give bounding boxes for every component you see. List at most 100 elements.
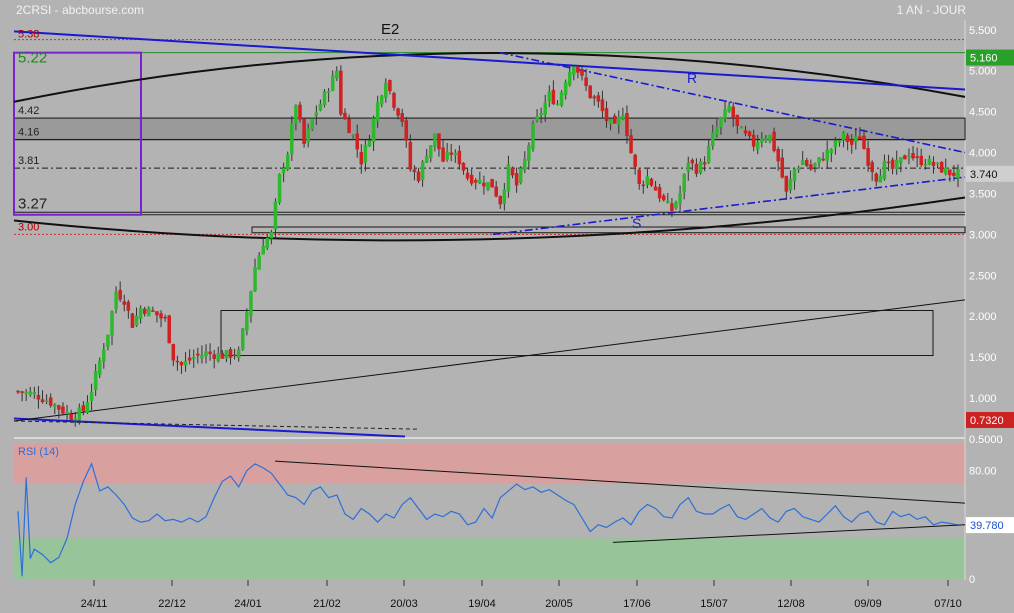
price-badge-label: 3.740 <box>970 169 998 181</box>
candle-body <box>943 167 948 175</box>
candle-body <box>866 148 870 166</box>
candle-body <box>384 82 388 98</box>
candle-body <box>285 154 290 170</box>
candle-body <box>617 116 621 125</box>
candle-body <box>24 391 28 394</box>
candle-body <box>690 159 695 164</box>
annotation-s: S <box>632 215 641 231</box>
candle-body <box>273 201 278 230</box>
date-axis-tick: 20/03 <box>390 598 418 610</box>
price-badge-label: 5.160 <box>970 53 998 65</box>
candle-body <box>572 66 576 75</box>
candle-body <box>813 163 817 167</box>
candle-body <box>216 353 221 362</box>
candle-body <box>788 179 793 191</box>
candle-body <box>531 123 535 149</box>
candle-body <box>854 136 858 143</box>
candle-body <box>53 404 57 407</box>
price-axis-tick: 1.000 <box>969 393 997 405</box>
candle-body <box>506 164 511 192</box>
candle-body <box>351 134 355 137</box>
price-axis-tick: 4.500 <box>969 107 997 119</box>
price-axis-tick: 1.500 <box>969 352 997 364</box>
date-axis-tick: 21/02 <box>313 598 341 610</box>
candle-body <box>653 186 658 191</box>
candle-body <box>698 160 703 174</box>
price-badge <box>966 412 1014 429</box>
candle-body <box>629 135 633 154</box>
candle-body <box>335 70 339 79</box>
candle-body <box>85 402 90 413</box>
candle-body <box>224 350 229 359</box>
candle-body <box>878 175 883 183</box>
level-label: 3.27 <box>18 195 47 212</box>
candle-body <box>61 406 65 414</box>
candle-body <box>776 148 780 162</box>
candle-body <box>106 334 110 347</box>
candle-body <box>588 85 592 98</box>
period-label: 1 AN - JOUR <box>896 3 966 17</box>
candle-body <box>899 157 903 164</box>
candle-body <box>461 162 466 171</box>
candle-body <box>494 186 498 197</box>
overbought-zone <box>14 443 965 485</box>
rsi-axis-tick: 0 <box>969 574 975 586</box>
candle-body <box>682 173 686 193</box>
candle-body <box>772 131 776 151</box>
candle-body <box>183 360 188 366</box>
candle-body <box>596 95 601 102</box>
candle-body <box>318 103 323 111</box>
candle-body <box>535 116 539 121</box>
range-rectangle <box>220 309 934 357</box>
candle-body <box>576 66 580 73</box>
candle-body <box>249 291 253 316</box>
level-label: 5.38 <box>18 29 39 41</box>
candle-body <box>702 162 707 165</box>
candle-body <box>862 135 866 150</box>
candle-body <box>142 308 147 314</box>
candle-body <box>445 151 449 160</box>
candle-body <box>441 147 445 162</box>
candle-body <box>563 82 568 95</box>
candle-body <box>539 112 543 116</box>
candle-body <box>543 102 547 115</box>
candle-body <box>277 173 282 203</box>
candle-body <box>306 128 310 143</box>
candle-body <box>16 390 20 393</box>
candle-body <box>760 138 764 143</box>
trendline-s <box>492 176 966 236</box>
candle-body <box>347 118 351 134</box>
candle-body <box>612 115 617 124</box>
candle-body <box>465 172 470 179</box>
candle-body <box>821 158 825 161</box>
candle-body <box>155 311 159 316</box>
rsi-line-group <box>17 460 966 577</box>
candle-body <box>559 92 564 106</box>
candle-body <box>314 112 319 117</box>
candle-body <box>126 301 131 311</box>
candle-body <box>36 394 41 400</box>
candle-body <box>768 134 772 142</box>
candle-body <box>727 106 731 112</box>
candle-body <box>645 176 650 186</box>
candle-body <box>412 169 417 173</box>
candle-body <box>547 91 552 102</box>
candle-body <box>453 152 458 156</box>
candle-body <box>764 138 768 141</box>
candle-body <box>743 130 748 134</box>
candle-body <box>907 155 911 158</box>
candle-body <box>420 161 425 180</box>
candle-body <box>719 117 723 128</box>
candle-body <box>134 315 139 326</box>
rsi-zones <box>14 20 966 580</box>
candle-body <box>948 169 952 176</box>
price-axis-tick: 5.000 <box>969 66 997 78</box>
price-badge <box>966 165 1014 182</box>
trendline-e2 <box>13 30 966 91</box>
candle-body <box>93 371 98 391</box>
candle-body <box>310 118 315 130</box>
candle-body <box>130 313 135 328</box>
candle-body <box>903 155 907 160</box>
candle-body <box>424 156 429 163</box>
candle-body <box>40 399 45 403</box>
